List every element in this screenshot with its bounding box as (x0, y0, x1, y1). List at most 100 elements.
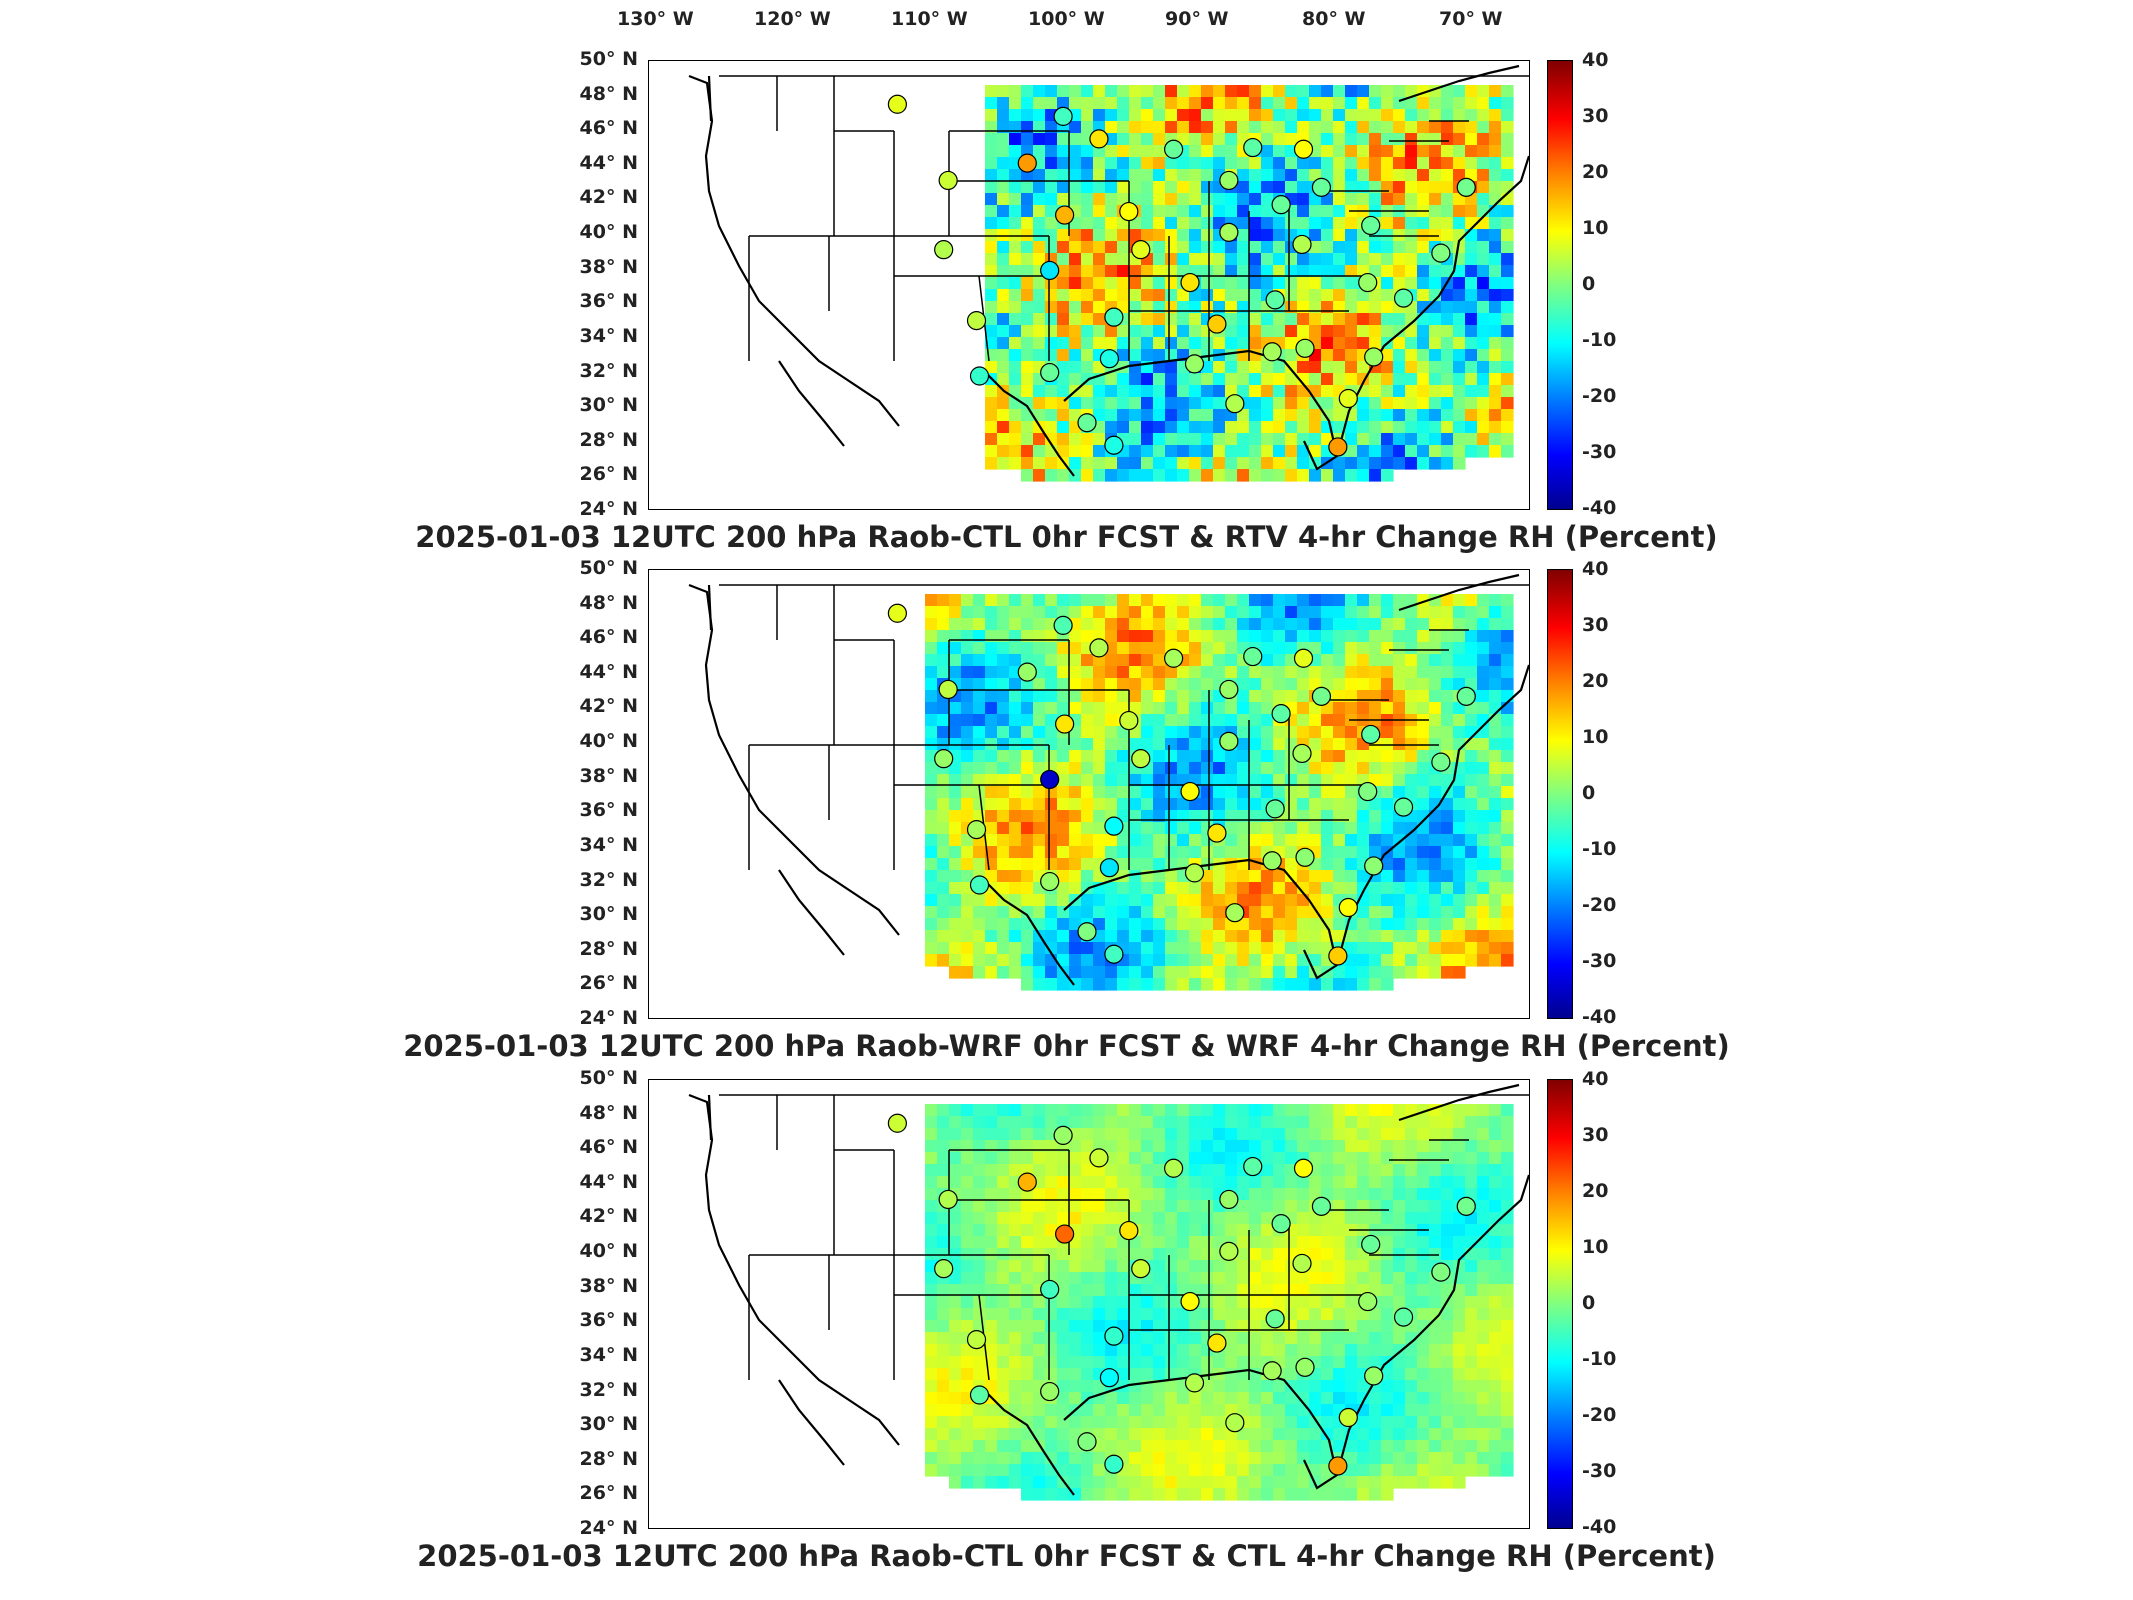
latitude-label: 26° N (579, 463, 638, 486)
coastline (983, 879, 1075, 986)
raob-station-marker (1393, 797, 1414, 817)
latitude-label: 50° N (579, 48, 638, 70)
raob-station-marker (1293, 139, 1314, 159)
raob-station-marker (1104, 435, 1124, 455)
raob-station-marker (1361, 724, 1381, 745)
raob-station-marker (1099, 349, 1120, 369)
latitude-label: 44° N (579, 660, 638, 683)
map-svg (688, 64, 1529, 482)
raob-station-marker (1295, 1357, 1315, 1377)
raob-station-marker (1456, 177, 1476, 197)
raob-station-marker (1271, 195, 1291, 215)
raob-station-marker (1311, 686, 1332, 706)
latitude-label: 48° N (579, 591, 638, 614)
raob-station-marker (1180, 1291, 1200, 1312)
raob-station-marker (934, 749, 954, 769)
raob-station-marker (1131, 749, 1151, 769)
colorbar-tick-label: 30 (1582, 1124, 1609, 1146)
raob-station-marker (1089, 1148, 1109, 1168)
raob-station-marker (1292, 743, 1312, 764)
raob-station-marker (1225, 1413, 1245, 1433)
map-plot-area (648, 60, 1530, 510)
latitude-label: 26° N (579, 1482, 638, 1505)
raob-station-marker (1219, 679, 1239, 700)
raob-station-marker (1311, 177, 1332, 197)
latitude-label: 44° N (579, 151, 638, 174)
raob-station-marker (934, 1259, 954, 1279)
colorbar-tick-label: -40 (1582, 1006, 1617, 1028)
raob-station-marker (1104, 816, 1124, 836)
raob-station-marker (1225, 903, 1245, 923)
raob-station-marker (1040, 1279, 1060, 1300)
raob-station-marker (1265, 1309, 1285, 1329)
longitude-label: 120° W (754, 8, 831, 30)
colorbar-tick-label: -30 (1582, 1460, 1617, 1482)
coastline (707, 584, 713, 631)
colorbar-tick-label: 0 (1582, 273, 1596, 295)
raob-station-marker (1311, 1196, 1332, 1216)
coastline (1335, 664, 1529, 966)
raob-station-marker (1184, 1373, 1205, 1393)
latitude-label: 28° N (579, 937, 638, 960)
colorbar-tick-label: 40 (1582, 49, 1609, 71)
colorbar-tick-label: -10 (1582, 838, 1617, 860)
latitude-label: 50° N (579, 1067, 638, 1089)
coastline (688, 583, 900, 936)
raob-station-marker (966, 311, 987, 331)
raob-station-marker (1089, 129, 1109, 149)
longitude-label: 90° W (1165, 8, 1229, 30)
raob-station-marker (1089, 638, 1109, 658)
raob-station-marker (1053, 1125, 1073, 1145)
raob-station-marker (1164, 139, 1184, 159)
raob-station-marker (1338, 1407, 1358, 1428)
raob-station-marker (1243, 137, 1263, 158)
raob-station-marker (938, 1189, 958, 1210)
raob-station-marker (1456, 686, 1476, 706)
raob-station-marker (1293, 648, 1314, 668)
raob-station-marker (1207, 314, 1227, 334)
coastline (983, 1389, 1075, 1496)
latitude-label: 50° N (579, 557, 638, 579)
raob-station-marker (1053, 106, 1073, 126)
latitude-label: 24° N (579, 1517, 638, 1539)
latitude-label: 30° N (579, 903, 638, 926)
latitude-label: 44° N (579, 1170, 638, 1193)
longitude-label: 130° W (617, 8, 694, 30)
raob-station-marker (1119, 201, 1139, 222)
latitude-label: 32° N (579, 868, 638, 891)
latitude-label: 40° N (579, 730, 638, 753)
raob-station-marker (1099, 1368, 1120, 1388)
raob-station-marker (1184, 863, 1205, 883)
raob-station-marker (1040, 769, 1060, 790)
colorbar-tick-label: 20 (1582, 1180, 1609, 1202)
colorbar-tick-label: 10 (1582, 726, 1609, 748)
raob-station-marker (938, 679, 958, 700)
colorbar-tick-label: 40 (1582, 558, 1609, 580)
raob-station-marker (1364, 856, 1384, 876)
coastline (688, 1093, 900, 1446)
raob-station-marker (1265, 290, 1285, 310)
colorbar-tick-label: -30 (1582, 441, 1617, 463)
colorbar-tick-label: 40 (1582, 1068, 1609, 1090)
colorbar (1547, 569, 1573, 1019)
latitude-label: 42° N (579, 695, 638, 718)
raob-station-marker (1431, 1262, 1451, 1282)
latitude-label: 28° N (579, 1447, 638, 1470)
colorbar (1547, 60, 1573, 510)
latitude-label: 40° N (579, 1240, 638, 1263)
colorbar (1547, 1079, 1573, 1529)
latitude-label: 46° N (579, 626, 638, 649)
raob-station-marker (1055, 1224, 1075, 1244)
raob-station-marker (969, 1385, 990, 1405)
raob-station-marker (1265, 799, 1285, 819)
latitude-label: 36° N (579, 799, 638, 822)
raob-station-marker (887, 603, 907, 623)
colorbar-tick-label: -10 (1582, 1348, 1617, 1370)
raob-station-marker (1219, 1241, 1239, 1261)
coastline (778, 360, 845, 447)
raob-station-marker (1243, 1156, 1263, 1177)
panel-title: 2025-01-03 12UTC 200 hPa Raob-CTL 0hr FC… (415, 520, 1718, 554)
map-panel-1: 50° N 48° N 46° N 44° N 42° N 40° N 38° N 36° N… (0, 48, 2133, 560)
raob-station-marker (969, 366, 990, 386)
raob-station-marker (938, 170, 958, 191)
